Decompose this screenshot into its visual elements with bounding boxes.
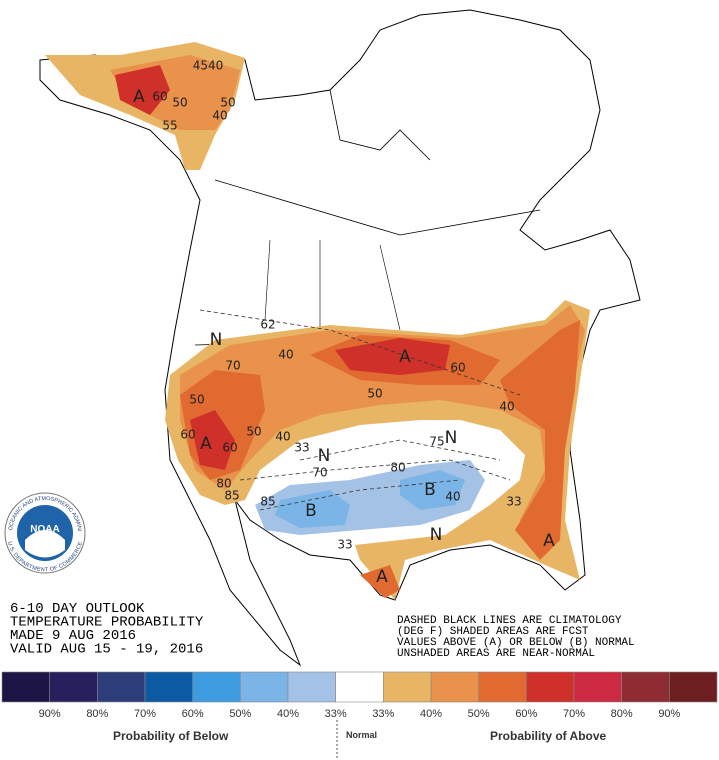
legend-swatch xyxy=(669,671,718,703)
legend-swatch xyxy=(49,671,98,703)
map-label: A xyxy=(133,87,145,107)
legend-label: 40% xyxy=(420,708,442,720)
legend-swatch xyxy=(526,671,575,703)
map-label: 40 xyxy=(445,490,460,504)
map-label: 33 xyxy=(294,441,309,455)
map-label: N xyxy=(430,525,443,545)
map-label: 60 xyxy=(152,90,167,104)
legend-label: 50% xyxy=(229,708,251,720)
map-label: 40 xyxy=(499,400,514,414)
map-label: 50 xyxy=(189,393,204,407)
map-label: 70 xyxy=(225,359,240,373)
map-label: 50 xyxy=(367,387,382,401)
legend-swatch xyxy=(335,671,384,703)
legend-label: 33% xyxy=(372,708,394,720)
shading xyxy=(45,42,590,600)
legend-normal: Normal xyxy=(346,730,377,740)
map-label: B xyxy=(424,480,436,500)
map-label: 60 xyxy=(222,441,237,455)
legend-swatch xyxy=(430,671,479,703)
map-label: 62 xyxy=(260,318,275,332)
legend-label: 80% xyxy=(611,708,633,720)
legend-label: 60% xyxy=(182,708,204,720)
map-label: 55 xyxy=(162,119,177,133)
legend-swatch xyxy=(478,671,527,703)
legend-swatch xyxy=(573,671,622,703)
title-line: VALID AUG 15 - 19, 2016 xyxy=(10,642,203,658)
legend: Probability of Below Normal Probability … xyxy=(1,671,718,758)
map-label: 60 xyxy=(450,361,465,375)
legend-swatch xyxy=(144,671,193,703)
legend-label: 60% xyxy=(515,708,537,720)
title-line: TEMPERATURE PROBABILITY xyxy=(10,615,204,631)
map-label: 70 xyxy=(312,466,327,480)
legend-label: 50% xyxy=(468,708,490,720)
map-label: A xyxy=(399,347,411,367)
legend-swatch xyxy=(240,671,289,703)
map-label: 80 xyxy=(216,477,231,491)
map-label: 85 xyxy=(260,495,275,509)
legend-above: Probability of Above xyxy=(490,729,607,743)
map-label: 40 xyxy=(278,348,293,362)
map-label: 40 xyxy=(275,430,290,444)
map-label: 40 xyxy=(212,109,227,123)
legend-label: 80% xyxy=(86,708,108,720)
legend-label: 70% xyxy=(134,708,156,720)
map-label: 33 xyxy=(337,538,352,552)
map-label: N xyxy=(210,330,223,350)
legend-below: Probability of Below xyxy=(113,729,229,743)
map-label: N xyxy=(445,428,458,448)
legend-label: 90% xyxy=(39,708,61,720)
map-label: B xyxy=(305,501,317,521)
note-line: DASHED BLACK LINES ARE CLIMATOLOGY xyxy=(397,615,622,627)
notes: DASHED BLACK LINES ARE CLIMATOLOGY(DEG F… xyxy=(397,615,635,660)
note-line: UNSHADED AREAS ARE NEAR-NORMAL xyxy=(397,648,595,660)
map-label: 80 xyxy=(390,461,405,475)
logo-name: NOAA xyxy=(30,524,59,535)
legend-label: 90% xyxy=(658,708,680,720)
map-label: A xyxy=(200,434,212,454)
map-label: 33 xyxy=(506,495,521,509)
map-label: 75 xyxy=(429,435,444,449)
map-label: 50 xyxy=(220,96,235,110)
legend-swatch xyxy=(97,671,146,703)
title-line: 6-10 DAY OUTLOOK xyxy=(10,601,145,617)
legend-swatch xyxy=(621,671,670,703)
climatology-lines xyxy=(199,309,521,511)
map-label: 85 xyxy=(224,489,239,503)
legend-label: 70% xyxy=(563,708,585,720)
map-label: A xyxy=(376,567,388,587)
legend-label: 33% xyxy=(325,708,347,720)
note-line: VALUES ABOVE (A) OR BELOW (B) NORMAL xyxy=(397,637,635,649)
map-label: 60 xyxy=(180,428,195,442)
map-label: 50 xyxy=(172,96,187,110)
legend-swatch xyxy=(192,671,241,703)
legend-swatch xyxy=(1,671,50,703)
map-label: A xyxy=(543,531,555,551)
map-label: N xyxy=(318,446,331,466)
map-label: 4540 xyxy=(193,59,224,73)
title-line: MADE 9 AUG 2016 xyxy=(10,628,136,644)
map-label: 50 xyxy=(246,425,261,439)
note-line: (DEG F) SHADED AREAS ARE FCST xyxy=(397,626,589,638)
legend-label: 40% xyxy=(277,708,299,720)
legend-swatch xyxy=(287,671,336,703)
legend-swatch xyxy=(383,671,432,703)
